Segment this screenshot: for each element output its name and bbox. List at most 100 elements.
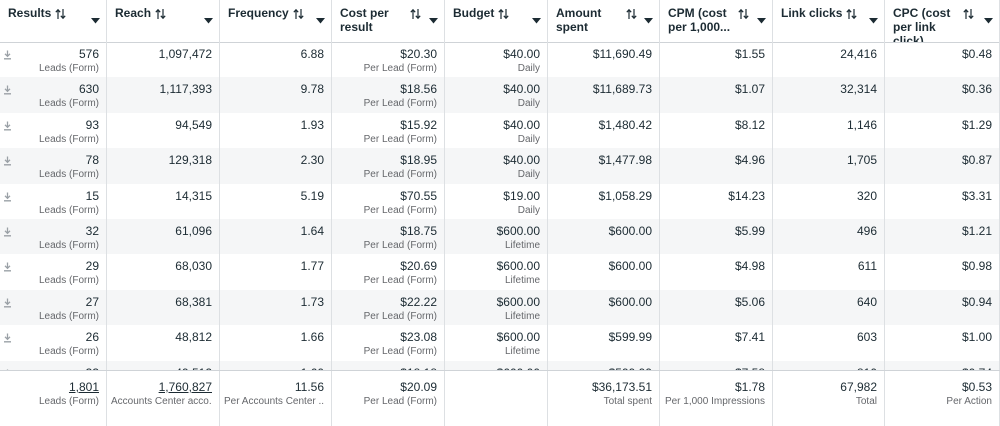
sort-icon[interactable] [963, 7, 974, 25]
cell: 1,117,393 [107, 77, 220, 113]
sort-icon[interactable] [410, 7, 421, 25]
cell: 24,416 [773, 42, 885, 78]
cell: $36,173.51 Total spent [548, 371, 660, 426]
cell-value: $600.00 [496, 224, 540, 238]
cell-sublabel: Per Lead (Form) [363, 133, 437, 145]
cell: $7.41 [660, 325, 773, 361]
cell: 611 [773, 254, 885, 290]
cell: 61,096 [107, 219, 220, 255]
column-menu[interactable] [91, 11, 100, 29]
column-menu[interactable] [644, 11, 653, 29]
cell-sublabel: Daily [517, 204, 540, 216]
cell: $18.75 Per Lead (Form) [332, 219, 445, 255]
sort-icon[interactable] [846, 7, 858, 25]
column-menu[interactable] [429, 11, 438, 29]
column-header[interactable]: CPC (cost per link click) [885, 0, 1000, 42]
cell: $1,058.29 [548, 183, 660, 219]
download-icon[interactable] [3, 153, 12, 171]
cell-value: $18.75 [400, 224, 437, 238]
cell-value: $40.00 [503, 47, 540, 61]
download-icon[interactable] [3, 224, 12, 242]
column-header[interactable]: Cost per result [332, 0, 445, 42]
column-label: Cost per result [340, 6, 389, 34]
cell: $1.00 [885, 325, 1000, 361]
cell: 1,146 [773, 112, 885, 149]
cell-value: $7.41 [734, 330, 765, 345]
column-menu[interactable] [869, 11, 878, 29]
cell: $19.00 Daily [445, 183, 548, 219]
sort-icon[interactable] [738, 7, 749, 25]
cell: 29 Leads (Form) [0, 254, 107, 290]
cell-value: $20.30 [400, 47, 437, 61]
column-menu[interactable] [204, 11, 213, 29]
cell-value: $18.18 [336, 365, 437, 370]
cell-value: $600.00 [496, 330, 540, 345]
column-header[interactable]: Reach [107, 0, 220, 42]
cell-value: $600.00 [608, 294, 652, 309]
cell: $600.00 Lifetime [445, 289, 548, 326]
table-row: 29 Leads (Form) 68,030 1.77 $20.69 Per Lead (… [0, 254, 1000, 290]
sort-icon[interactable] [498, 7, 509, 25]
cell: $40.00 Daily [445, 148, 548, 184]
download-icon[interactable] [3, 295, 12, 313]
download-icon[interactable] [3, 189, 12, 207]
column-header[interactable]: Amount spent [548, 0, 660, 42]
download-icon[interactable] [3, 118, 12, 136]
column-menu[interactable] [532, 11, 541, 29]
cell-sublabel: Per Lead (Form) [363, 396, 437, 407]
cell-value: $0.94 [961, 294, 992, 309]
cell: 1.66 [220, 325, 332, 361]
cell: $5.06 [660, 289, 773, 326]
cell: 640 [773, 289, 885, 326]
cell: $600.00 [548, 254, 660, 290]
cell-value: 1,801 [68, 380, 99, 394]
download-icon[interactable] [3, 330, 12, 348]
cell-value: 93 [85, 117, 99, 132]
cell: $1.29 [885, 112, 1000, 149]
cell-value: $20.69 [400, 259, 437, 274]
cell-value: $0.98 [961, 259, 992, 274]
cell-value: $22.22 [400, 294, 437, 309]
cell-value: 320 [856, 188, 877, 203]
cell-value: 68,381 [175, 294, 212, 309]
cell-value: 14,315 [175, 188, 212, 203]
cell-value: $18.95 [400, 153, 437, 168]
column-header[interactable]: Budget [445, 0, 548, 42]
cell: $22.22 Per Lead (Form) [332, 289, 445, 326]
sort-icon[interactable] [155, 7, 166, 25]
column-header[interactable]: CPM (cost per 1,000... [660, 0, 773, 42]
cell-value: 810 [777, 365, 877, 370]
sort-icon[interactable] [55, 7, 67, 25]
cell-value: $1,477.98 [598, 153, 652, 168]
download-icon[interactable] [3, 259, 12, 277]
table-row: 32 Leads (Form) 61,096 1.64 $18.75 Per Lead (… [0, 219, 1000, 255]
column-menu[interactable] [984, 11, 993, 29]
download-icon[interactable] [3, 47, 12, 65]
cell-value: $0.74 [889, 365, 992, 370]
sort-icon[interactable] [293, 7, 304, 25]
cell-value: $1.00 [961, 330, 992, 345]
cell: $18.18 [332, 360, 445, 370]
table-row: 576 Leads (Form) 1,097,472 6.88 $20.30 Per Le… [0, 42, 1000, 78]
cell: 1.73 [220, 289, 332, 326]
cell: 630 Leads (Form) [0, 77, 107, 113]
cell-value: $11,689.73 [592, 82, 652, 97]
cell: $14.23 [660, 183, 773, 219]
download-icon[interactable] [3, 82, 12, 100]
column-menu[interactable] [316, 11, 325, 29]
cell-value: 640 [856, 294, 877, 309]
cell-value: 68,030 [175, 259, 212, 274]
cell: 1,705 [773, 148, 885, 184]
cell-value: 1,760,827 [158, 380, 212, 394]
column-header[interactable]: Results [0, 0, 107, 42]
sort-icon[interactable] [626, 7, 637, 25]
cell-value: 1.60 [224, 365, 324, 370]
column-menu[interactable] [757, 11, 766, 29]
cell: $5.99 [660, 219, 773, 255]
cell: 1,097,472 [107, 42, 220, 78]
cell: $1,480.42 [548, 112, 660, 149]
cell-value: $19.00 [503, 188, 540, 203]
column-header[interactable]: Link clicks [773, 0, 885, 42]
column-label: Results [8, 6, 52, 20]
column-header[interactable]: Frequency [220, 0, 332, 42]
